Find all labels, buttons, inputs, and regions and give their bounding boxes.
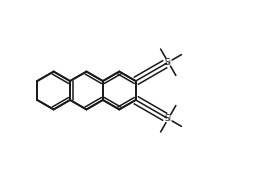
Text: Si: Si [165,114,172,123]
Text: Si: Si [165,58,172,67]
